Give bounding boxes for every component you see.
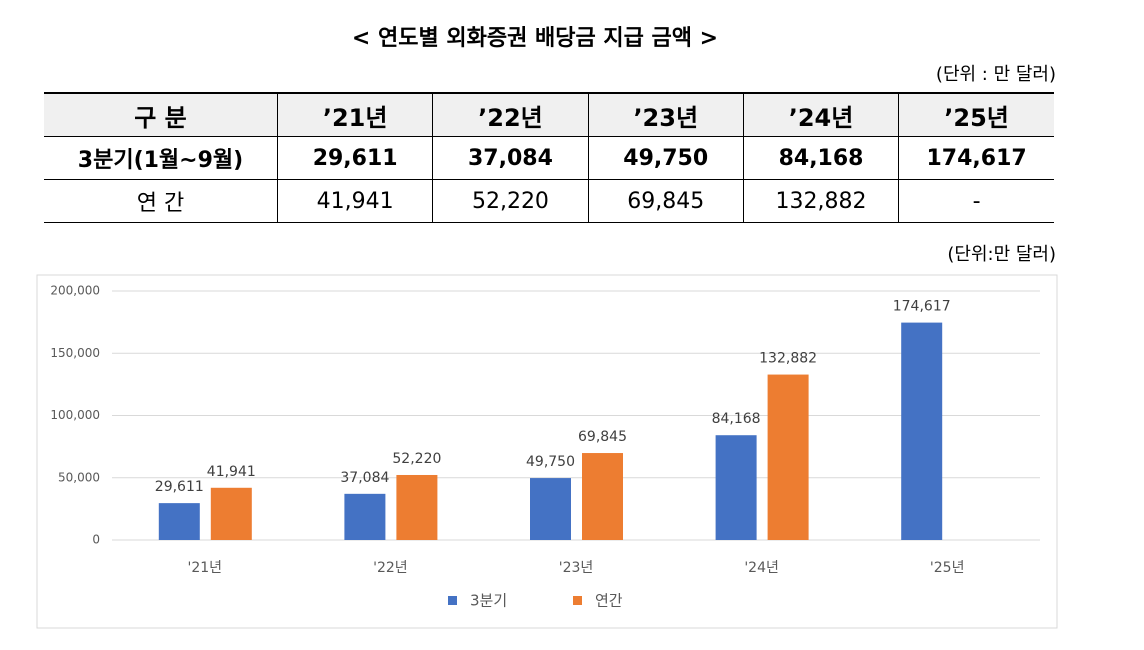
bar xyxy=(530,478,571,540)
cell: 84,168 xyxy=(742,136,899,180)
data-label: 69,845 xyxy=(578,429,627,445)
data-label: 52,220 xyxy=(392,451,441,467)
cell: 49,750 xyxy=(587,136,744,180)
chart-unit: (단위:만 달러) xyxy=(947,244,1056,265)
bar xyxy=(158,503,200,540)
data-label: 84,168 xyxy=(712,411,761,427)
row: 3분기(1월~9월) 29,611 37,084 49,750 84,168 174,61… xyxy=(44,136,1054,180)
bar xyxy=(396,474,438,540)
title: < 연도별 외화증권 배당금 지급 금액 > xyxy=(351,26,719,51)
cell: 69,845 xyxy=(587,179,744,223)
bar xyxy=(715,435,757,540)
cell: ’25년 xyxy=(898,92,1054,137)
cell: 52,220 xyxy=(432,179,589,223)
cell: ’22년 xyxy=(432,92,589,137)
data-label: 29,611 xyxy=(155,479,204,495)
cell: - xyxy=(898,179,1054,223)
y-tick-label: 100,000 xyxy=(50,408,100,422)
data-label: 132,882 xyxy=(759,351,817,367)
bar xyxy=(767,374,809,540)
x-tick-label: '21년 xyxy=(188,560,223,576)
legend-swatch xyxy=(448,596,457,605)
cell: ’23년 xyxy=(587,92,744,137)
cell: 132,882 xyxy=(742,179,899,223)
data-label: 174,617 xyxy=(893,299,951,315)
cell: 연 간 xyxy=(44,179,278,223)
legend-label: 3분기 xyxy=(470,592,507,610)
cell: ’21년 xyxy=(276,92,433,137)
table-unit: (단위 : 만 달러) xyxy=(935,64,1056,85)
cell: 29,611 xyxy=(276,136,433,180)
data-label: 49,750 xyxy=(526,454,575,470)
row: 연 간 41,941 52,220 69,845 132,882- xyxy=(44,179,1054,223)
header-row: 구 분 ’21년 ’22년 ’23년 ’24년 ’25년 xyxy=(44,92,1054,137)
legend-label: 연간 xyxy=(595,592,623,610)
x-tick-label: '23년 xyxy=(559,560,594,576)
cell: 41,941 xyxy=(276,179,433,223)
data-label: 41,941 xyxy=(207,464,256,480)
bar xyxy=(901,322,943,540)
data-label: 37,084 xyxy=(340,470,389,486)
x-tick-label: '22년 xyxy=(373,560,408,576)
cell: 37,084 xyxy=(432,136,589,180)
cell: 174,617 xyxy=(898,136,1054,180)
table: 구 분 ’21년 ’22년 ’23년 ’24년 ’25년 3분기(1월~9월) 29,611… xyxy=(44,92,1054,223)
cell: ’24년 xyxy=(742,92,899,137)
y-tick-label: 150,000 xyxy=(50,346,100,360)
legend-swatch xyxy=(573,596,582,605)
chart-frame xyxy=(36,274,1058,629)
bar xyxy=(344,493,386,540)
cell: 구 분 xyxy=(44,92,278,137)
x-tick-label: '24년 xyxy=(744,560,779,576)
cell: 3분기(1월~9월) xyxy=(44,136,278,180)
x-tick-label: '25년 xyxy=(930,560,965,576)
y-tick-label: 0 xyxy=(92,533,100,547)
y-tick-label: 50,000 xyxy=(58,470,100,484)
y-tick-label: 200,000 xyxy=(50,284,100,298)
bar xyxy=(582,453,623,540)
bar xyxy=(210,487,252,540)
